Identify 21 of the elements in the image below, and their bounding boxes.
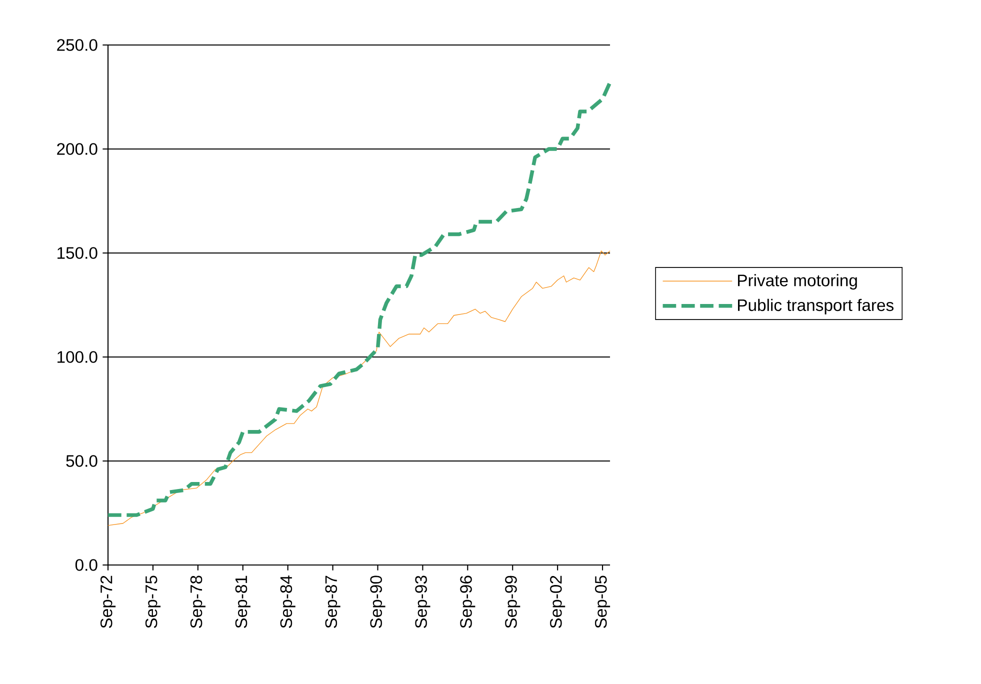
x-tick-label: Sep-78: [190, 576, 206, 628]
x-tick-label: Sep-90: [370, 576, 386, 628]
x-tick-label: Sep-05: [594, 576, 610, 628]
y-tick-label: 100.0: [58, 351, 98, 363]
line-series: [106, 80, 612, 517]
x-tick-label: Sep-96: [460, 576, 476, 628]
y-tick-label: 200.0: [57, 143, 98, 155]
y-tick-label: 0.0: [75, 559, 98, 571]
x-tick-label: Sep-72: [100, 576, 116, 628]
x-tick-label: Sep-84: [280, 576, 296, 628]
legend-label: Public transport fares: [738, 298, 894, 314]
x-tick-label: Sep-75: [145, 576, 161, 628]
y-tick-label: 150.0: [58, 247, 98, 259]
x-tick-label: Sep-02: [550, 576, 566, 628]
y-tick-label: 250.0: [57, 39, 98, 51]
x-tick-label: Sep-93: [415, 576, 430, 628]
legend-label: Private motoring: [738, 274, 857, 290]
x-tick-label: Sep-99: [505, 576, 520, 628]
y-tick-label: 50.0: [66, 455, 98, 467]
x-tick-label: Sep-87: [325, 576, 340, 628]
x-tick-label: Sep-81: [235, 576, 250, 628]
